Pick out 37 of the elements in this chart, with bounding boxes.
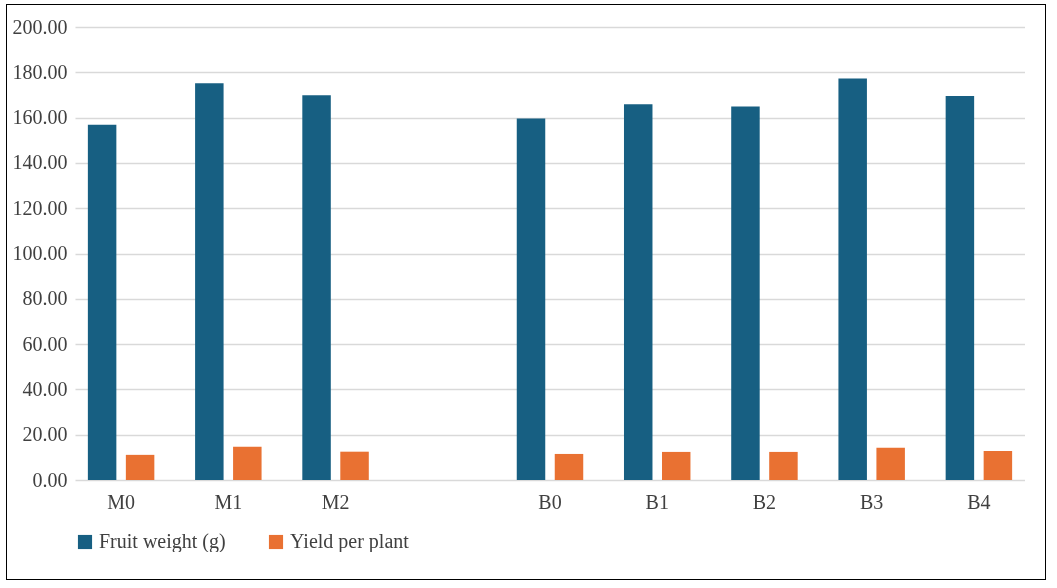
bar <box>233 446 262 480</box>
bar <box>623 104 653 480</box>
y-tick-label: 120.00 <box>12 196 68 219</box>
x-tick-label: B0 <box>538 490 562 513</box>
bar <box>769 451 798 480</box>
x-tick-label: B2 <box>752 490 777 513</box>
x-tick-label: B1 <box>645 490 669 513</box>
y-tick-label: 140.00 <box>12 151 68 174</box>
legend-label: Yield per plant <box>290 530 410 553</box>
bar <box>838 78 867 480</box>
bar <box>87 124 117 480</box>
y-tick-label: 180.00 <box>12 60 68 83</box>
y-tick-label: 160.00 <box>12 106 68 129</box>
x-tick-label: M0 <box>107 490 135 513</box>
bar <box>125 454 155 480</box>
bar <box>945 96 975 480</box>
bar <box>195 83 224 480</box>
x-tick-label: M2 <box>321 490 350 513</box>
bar <box>554 453 584 480</box>
y-tick-label: 200.00 <box>12 15 68 38</box>
bar <box>302 95 331 480</box>
bar <box>340 451 369 480</box>
bar <box>661 451 691 480</box>
y-tick-label: 40.00 <box>22 377 68 400</box>
y-tick-label: 60.00 <box>22 332 68 355</box>
y-tick-label: 20.00 <box>22 423 68 446</box>
x-tick-label: M1 <box>214 490 243 513</box>
y-tick-label: 80.00 <box>22 287 68 310</box>
y-tick-label: 0.00 <box>32 468 68 491</box>
x-tick-label: B3 <box>860 490 884 513</box>
bar <box>516 118 546 480</box>
y-tick-label: 100.00 <box>12 242 68 264</box>
bar <box>876 447 905 480</box>
bar <box>983 451 1013 480</box>
legend-label: Fruit weight (g) <box>99 530 226 553</box>
x-tick-label: B4 <box>967 490 991 513</box>
bar <box>731 106 760 480</box>
